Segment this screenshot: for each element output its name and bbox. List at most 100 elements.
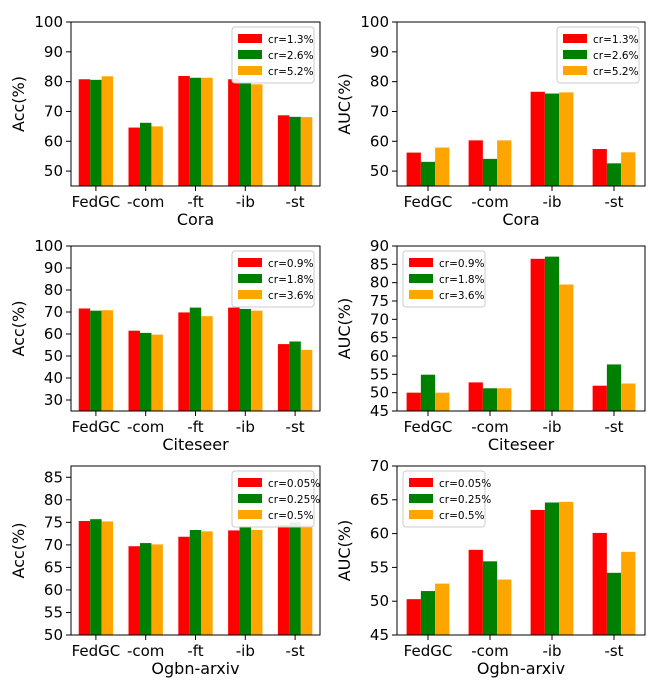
legend-swatch-3 xyxy=(563,66,587,75)
bar-FedGC-series-3 xyxy=(435,147,450,186)
y-tick-label: 70 xyxy=(370,310,389,328)
y-tick-label: 50 xyxy=(44,626,63,644)
x-tick-label: -st xyxy=(604,642,623,660)
bar-FedGC-series-1 xyxy=(78,308,91,411)
bar-st-series-3 xyxy=(300,349,313,411)
legend-swatch-2 xyxy=(563,50,587,59)
legend-entry-2: cr=2.6% xyxy=(268,50,314,62)
legend-swatch-2 xyxy=(409,274,433,283)
bar-st-series-1 xyxy=(592,149,607,186)
legend-entry-1: cr=1.3% xyxy=(268,34,314,46)
y-tick-label: 65 xyxy=(370,491,389,509)
bar-FedGC-series-3 xyxy=(435,583,450,635)
x-tick-label: -com xyxy=(471,418,508,436)
x-tick-label: -ib xyxy=(542,193,561,211)
bar-com-series-3 xyxy=(497,140,512,186)
bar-st-series-2 xyxy=(606,163,622,186)
legend-swatch-1 xyxy=(238,258,262,267)
legend: cr=0.05% cr=0.25% cr=0.5% xyxy=(402,470,491,528)
bar-st-series-3 xyxy=(621,551,636,635)
y-tick-label: 85 xyxy=(370,255,389,273)
bar-ft-series-2 xyxy=(189,529,202,635)
legend-entry-3: cr=5.2% xyxy=(593,66,639,78)
bar-com-series-1 xyxy=(468,140,483,186)
bar-FedGC-series-1 xyxy=(406,392,421,411)
x-tick-label: FedGC xyxy=(404,418,453,436)
legend-entry-1: cr=0.05% xyxy=(439,478,491,490)
bar-ib-series-2 xyxy=(239,308,252,411)
bar-ib-series-1 xyxy=(228,530,240,635)
y-tick-label: 60 xyxy=(370,525,389,543)
x-tick-label: -ib xyxy=(542,642,561,660)
y-axis-label: AUC(%) xyxy=(335,73,354,135)
axes-frame xyxy=(396,465,646,636)
legend-entry-1: cr=0.9% xyxy=(439,258,485,270)
bar-ib-series-1 xyxy=(530,91,545,186)
legend: cr=1.3% cr=2.6% cr=5.2% xyxy=(556,26,640,84)
y-tick-label: 50 xyxy=(370,384,389,402)
bar-com-series-1 xyxy=(128,330,140,411)
y-tick-label: 75 xyxy=(44,513,63,531)
bar-com-series-2 xyxy=(139,332,152,411)
legend: cr=0.9% cr=1.8% cr=3.6% xyxy=(231,250,315,308)
x-axis-label: Cora xyxy=(502,210,539,229)
legend-swatch-1 xyxy=(409,258,433,267)
legend-entry-3: cr=3.6% xyxy=(268,290,314,302)
bar-FedGC-series-3 xyxy=(101,521,114,635)
x-tick-label: -st xyxy=(286,642,305,660)
bar-FedGC-series-3 xyxy=(435,392,450,411)
y-axis-label: AUC(%) xyxy=(335,520,354,582)
y-tick-label: 100 xyxy=(34,13,63,31)
bar-st-series-2 xyxy=(606,364,622,411)
bar-FedGC-series-1 xyxy=(406,599,421,635)
y-tick-label: 80 xyxy=(44,491,63,509)
bar-com-series-1 xyxy=(468,549,483,635)
y-tick-label: 70 xyxy=(44,303,63,321)
legend-swatch-3 xyxy=(238,290,262,299)
bar-st-series-1 xyxy=(277,344,290,411)
y-tick-label: 60 xyxy=(44,325,63,343)
bar-st-series-2 xyxy=(289,522,301,635)
chart-panel-5: 50 55 60 65 70 75 80 85 FedGC -com -ft -ib -st Ogbn-a… xyxy=(9,465,321,678)
bar-ib-series-3 xyxy=(559,92,574,186)
bar-FedGC-series-3 xyxy=(101,310,114,411)
axes-frame xyxy=(396,21,646,187)
x-tick-label: FedGC xyxy=(72,642,121,660)
legend-entry-2: cr=2.6% xyxy=(593,50,639,62)
x-axis-label: Cora xyxy=(177,210,214,229)
bar-ft-series-3 xyxy=(201,316,213,411)
legend-entry-1: cr=0.05% xyxy=(268,478,320,490)
bar-ib-series-1 xyxy=(530,509,545,635)
bar-com-series-3 xyxy=(497,388,512,411)
bar-ib-series-3 xyxy=(251,310,263,411)
x-tick-label: -com xyxy=(127,642,164,660)
legend-swatch-3 xyxy=(238,66,262,75)
x-tick-label: -ft xyxy=(187,418,203,436)
bar-ib-series-2 xyxy=(544,502,560,635)
y-tick-label: 60 xyxy=(44,132,63,150)
bar-ft-series-1 xyxy=(178,75,190,186)
bar-com-series-2 xyxy=(139,122,152,186)
y-tick-label: 80 xyxy=(370,274,389,292)
y-tick-label: 90 xyxy=(44,259,63,277)
bar-FedGC-series-2 xyxy=(90,519,102,635)
legend-swatch-2 xyxy=(238,50,262,59)
bar-ib-series-2 xyxy=(239,526,252,635)
bar-st-series-1 xyxy=(277,525,290,635)
legend-entry-1: cr=0.9% xyxy=(268,258,314,270)
legend-entry-3: cr=0.5% xyxy=(439,510,485,522)
y-tick-label: 55 xyxy=(44,603,63,621)
bar-ib-series-2 xyxy=(544,93,560,186)
chart-panel-3: 30 40 50 60 70 80 90 100 FedGC -com -ft -ib -st Cites… xyxy=(9,237,321,454)
y-axis-label: Acc(%) xyxy=(9,523,28,579)
legend-entry-2: cr=0.25% xyxy=(439,494,491,506)
bar-st-series-1 xyxy=(592,532,607,635)
bar-FedGC-series-2 xyxy=(420,161,436,186)
bar-st-series-3 xyxy=(300,524,313,635)
x-tick-label: -st xyxy=(604,193,623,211)
legend: cr=0.05% cr=0.25% cr=0.5% xyxy=(231,470,320,528)
y-tick-label: 40 xyxy=(44,369,63,387)
bar-FedGC-series-2 xyxy=(420,591,436,635)
x-tick-label: -ft xyxy=(187,642,203,660)
